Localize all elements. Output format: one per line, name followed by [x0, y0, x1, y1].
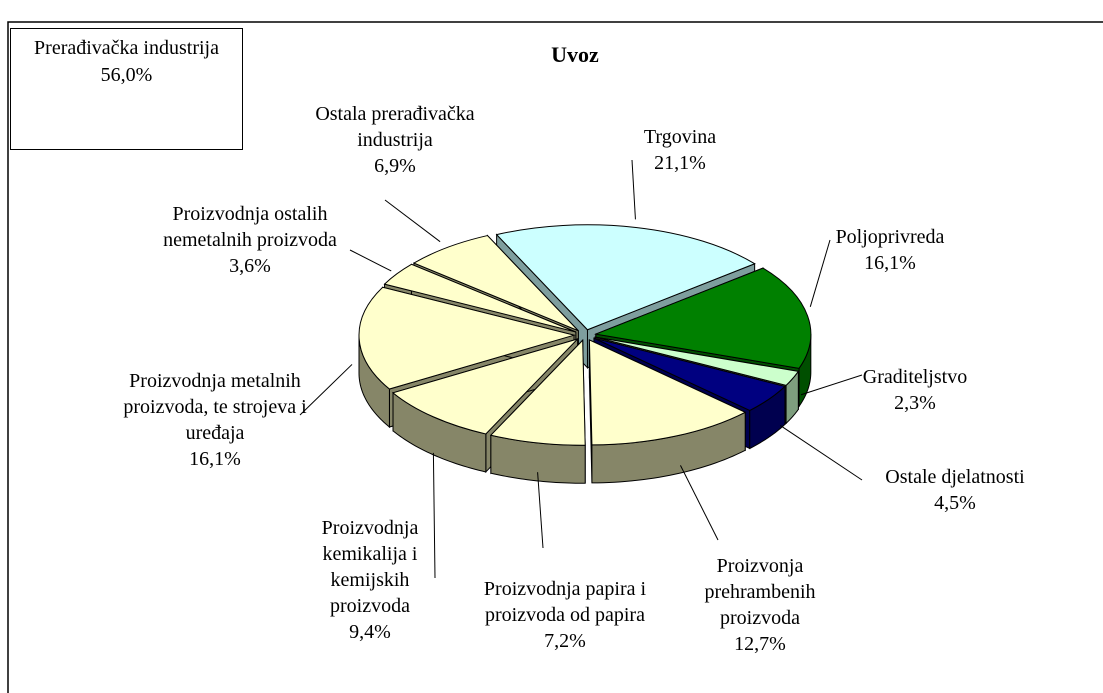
label-name: Ostale djelatnosti [885, 466, 1025, 488]
slice [489, 339, 586, 446]
slice-label: Poljoprivreda 16,1% [810, 224, 970, 276]
leader-line [800, 374, 863, 396]
label-value: 16,1% [864, 252, 916, 274]
slice [594, 336, 800, 386]
label-name: Proizvonja prehrambenih proizvoda [704, 555, 816, 629]
slice [412, 235, 579, 332]
label-value: 3,6% [229, 255, 271, 277]
leader-line [384, 199, 441, 243]
label-name: Proizvodnja ostalih nemetalnih proizvoda [163, 203, 337, 251]
label-name: Proizvodnja metalnih proizvoda, te stroj… [123, 370, 307, 444]
summary-box: Prerađivačka industrija 56,0% [10, 28, 243, 150]
label-name: Poljoprivreda [835, 226, 945, 248]
leader-line [299, 364, 353, 416]
box-label: Prerađivačka industrija [34, 37, 219, 59]
slice-label: Proizvodnja kemikalija i kemijskih proiz… [305, 515, 435, 645]
box-value: 56,0% [100, 64, 153, 86]
label-value: 16,1% [189, 448, 241, 470]
label-name: Trgovina [643, 126, 717, 148]
leader-line [779, 425, 863, 481]
slice [391, 337, 580, 435]
leader-line [680, 465, 719, 541]
slice-label: Graditeljstvo 2,3% [835, 364, 995, 416]
label-value: 7,2% [544, 630, 586, 652]
slice-label: Ostale djelatnosti 4,5% [845, 464, 1065, 516]
label-value: 12,7% [734, 633, 786, 655]
slice [588, 339, 747, 446]
label-name: Graditeljstvo [862, 366, 968, 388]
label-name: Ostala prerađivačka industrija [315, 103, 475, 151]
slice-label: Proizvodnja ostalih nemetalnih proizvoda… [135, 201, 365, 279]
leader-line [537, 472, 544, 549]
slice [383, 263, 577, 333]
slice [593, 337, 786, 412]
slice-label: Proizvonja prehrambenih proizvoda 12,7% [685, 553, 835, 657]
chart-title: Uvoz [551, 42, 599, 67]
leader-line [432, 452, 436, 579]
label-name: Proizvodnja kemikalija i kemijskih proiz… [321, 517, 419, 617]
label-value: 2,3% [894, 392, 936, 414]
label-name: Proizvodnja papira i proizvoda od papira [483, 578, 647, 626]
slice-label: Proizvodnja metalnih proizvoda, te stroj… [108, 368, 323, 472]
slice [593, 267, 812, 369]
label-value: 4,5% [934, 492, 976, 514]
frame [7, 21, 1103, 693]
slice-label: Proizvodnja papira i proizvoda od papira… [470, 576, 660, 654]
label-value: 9,4% [349, 621, 391, 643]
slice-label: Trgovina 21,1% [620, 124, 740, 176]
leader-line [809, 239, 831, 307]
label-value: 6,9% [374, 155, 416, 177]
leader-line [631, 159, 636, 220]
slice-label: Ostala prerađivačka industrija 6,9% [288, 101, 503, 179]
label-value: 21,1% [654, 152, 706, 174]
slice [358, 286, 576, 390]
leader-line [349, 249, 392, 272]
slice [495, 224, 756, 331]
